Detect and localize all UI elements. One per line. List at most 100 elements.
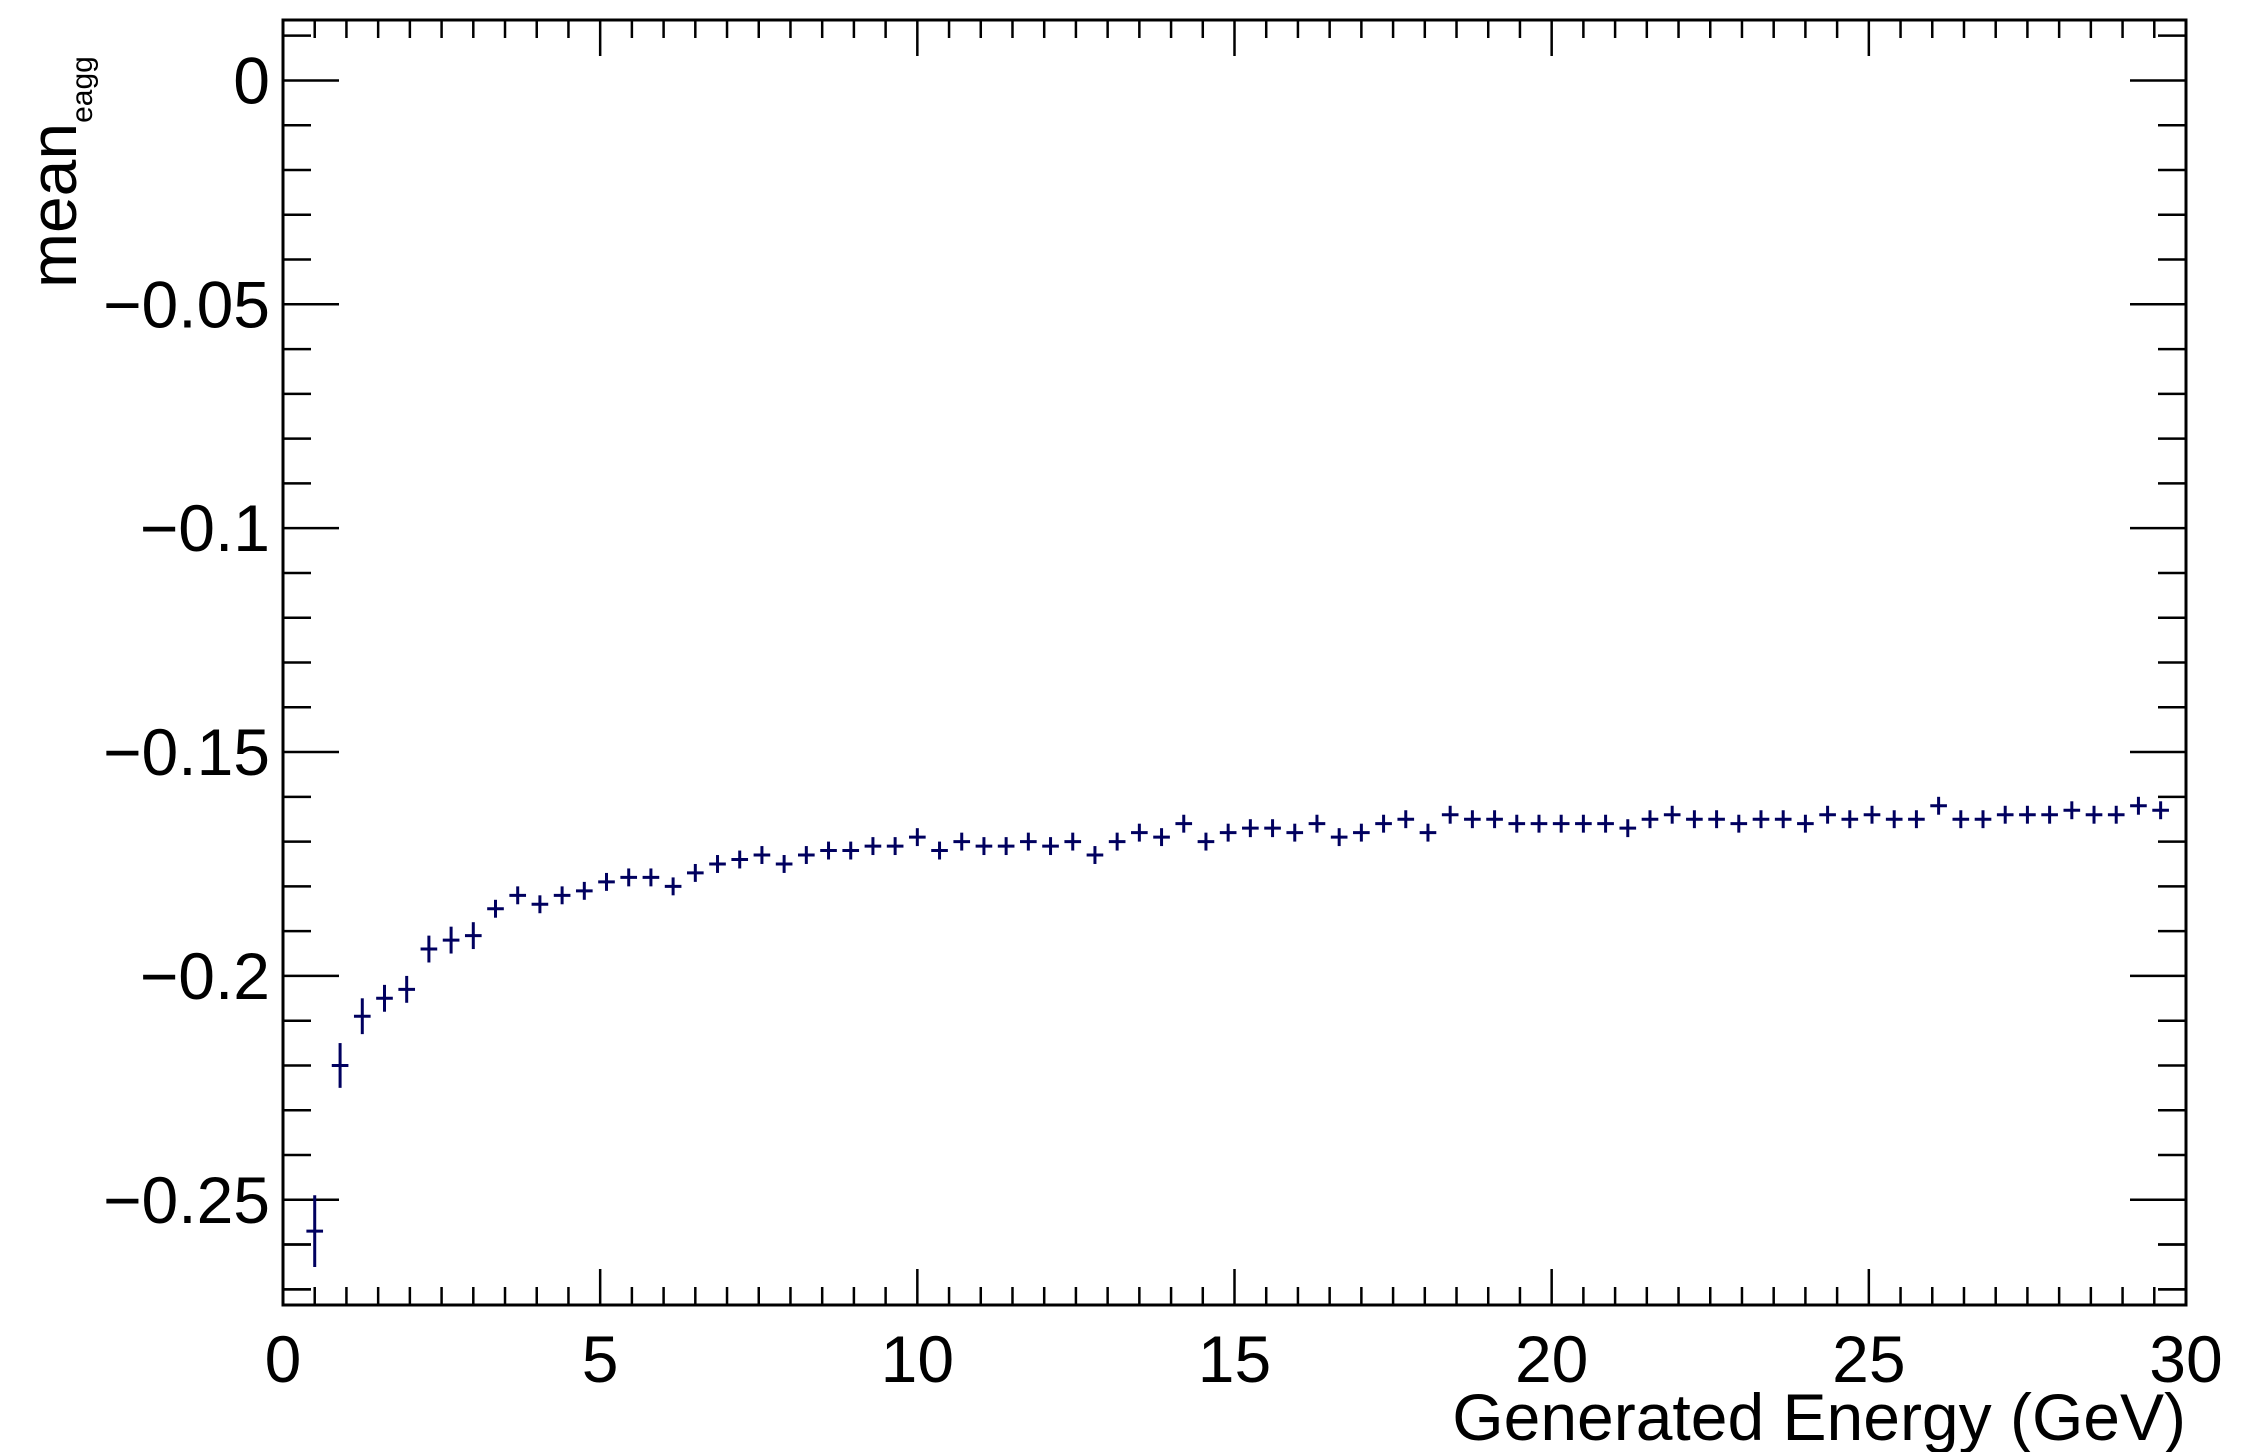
data-point bbox=[953, 832, 971, 851]
data-point bbox=[1952, 810, 1970, 829]
data-point bbox=[686, 863, 704, 882]
data-point bbox=[642, 868, 660, 887]
data-point bbox=[909, 828, 926, 847]
data-point bbox=[753, 846, 771, 864]
data-point bbox=[1730, 814, 1748, 833]
data-point bbox=[1308, 814, 1326, 833]
data-point bbox=[1797, 814, 1814, 833]
data-point bbox=[1064, 832, 1082, 851]
data-points bbox=[306, 796, 2169, 1267]
data-point bbox=[1774, 810, 1792, 829]
y-axis-title: meaneagg bbox=[16, 56, 99, 288]
data-point bbox=[1930, 796, 1947, 815]
y-tick-label: −0.25 bbox=[103, 1163, 270, 1237]
data-point bbox=[1286, 823, 1304, 842]
data-point bbox=[1330, 828, 1348, 847]
data-point bbox=[2019, 805, 2036, 824]
data-point bbox=[820, 841, 837, 860]
data-point bbox=[598, 872, 615, 891]
data-point bbox=[1464, 810, 1481, 829]
data-point bbox=[2085, 805, 2103, 824]
data-point bbox=[1197, 832, 1215, 851]
data-point bbox=[731, 850, 749, 869]
data-point bbox=[1508, 814, 1526, 833]
data-point bbox=[2041, 805, 2058, 824]
data-point bbox=[1663, 805, 1681, 824]
data-point bbox=[1552, 814, 1570, 833]
data-point bbox=[1153, 828, 1170, 847]
axis-ticks bbox=[281, 20, 2188, 1305]
data-point bbox=[353, 998, 371, 1035]
data-point bbox=[1419, 823, 1437, 842]
data-point bbox=[1597, 814, 1614, 833]
data-point bbox=[620, 868, 638, 887]
plot-frame bbox=[281, 18, 2188, 1307]
data-point bbox=[531, 895, 549, 914]
data-point bbox=[1841, 810, 1859, 829]
x-tick-label: 0 bbox=[265, 1322, 302, 1396]
data-point bbox=[1131, 823, 1148, 842]
x-tick-labels: 0 5 10 15 20 25 30 bbox=[265, 1322, 2223, 1396]
data-point bbox=[509, 886, 527, 905]
data-point bbox=[1441, 805, 1459, 824]
data-point bbox=[1175, 814, 1193, 833]
data-point bbox=[1397, 810, 1415, 829]
y-tick-label: −0.15 bbox=[103, 715, 270, 789]
data-point bbox=[1996, 805, 2014, 824]
data-point bbox=[1219, 823, 1237, 842]
data-point bbox=[331, 1043, 349, 1088]
data-point bbox=[1708, 810, 1725, 829]
data-point bbox=[2152, 801, 2169, 820]
data-point bbox=[664, 877, 682, 896]
data-point bbox=[1885, 810, 1903, 829]
y-tick-label: −0.2 bbox=[140, 939, 270, 1013]
data-point bbox=[575, 881, 593, 900]
data-point bbox=[886, 837, 904, 856]
data-point bbox=[864, 837, 882, 856]
data-point bbox=[2130, 796, 2147, 815]
data-point bbox=[842, 841, 860, 860]
y-axis-title-sub: eagg bbox=[66, 56, 99, 123]
data-point bbox=[1619, 819, 1637, 838]
data-point bbox=[306, 1195, 324, 1267]
data-point bbox=[2107, 805, 2125, 824]
x-axis-title: Generated Energy (GeV) bbox=[1452, 1380, 2186, 1452]
data-point bbox=[1974, 810, 1992, 829]
data-point bbox=[1353, 823, 1370, 842]
x-tick-label: 25 bbox=[1832, 1322, 1905, 1396]
data-point bbox=[553, 886, 571, 905]
y-axis-title-main: mean bbox=[16, 123, 90, 288]
data-point bbox=[1575, 814, 1592, 833]
y-tick-label: 0 bbox=[233, 43, 270, 117]
data-point bbox=[1086, 846, 1104, 864]
data-point bbox=[1641, 810, 1659, 829]
data-point bbox=[1108, 832, 1126, 851]
data-point bbox=[487, 899, 504, 918]
y-tick-label: −0.1 bbox=[140, 491, 270, 565]
data-point bbox=[1486, 810, 1503, 829]
data-point bbox=[797, 846, 815, 864]
data-point bbox=[775, 855, 793, 873]
data-point bbox=[709, 855, 726, 873]
data-point bbox=[997, 837, 1015, 856]
data-point bbox=[1375, 814, 1392, 833]
data-point bbox=[1530, 814, 1548, 833]
data-point bbox=[1752, 810, 1770, 829]
data-point bbox=[398, 975, 416, 1003]
y-tick-label: −0.05 bbox=[103, 267, 270, 341]
x-tick-label: 10 bbox=[881, 1322, 954, 1396]
y-tick-labels: 0 −0.05 −0.1 −0.15 −0.2 −0.25 bbox=[103, 43, 270, 1236]
x-tick-label: 15 bbox=[1198, 1322, 1271, 1396]
data-point bbox=[464, 922, 482, 950]
data-point bbox=[1020, 832, 1037, 851]
data-point bbox=[975, 837, 993, 856]
data-point bbox=[442, 926, 460, 954]
x-tick-label: 20 bbox=[1515, 1322, 1588, 1396]
data-point bbox=[2063, 801, 2081, 820]
data-point bbox=[1242, 819, 1259, 838]
data-point bbox=[931, 841, 948, 860]
data-point bbox=[1863, 805, 1881, 824]
data-point bbox=[1819, 805, 1836, 824]
data-point bbox=[376, 984, 393, 1012]
